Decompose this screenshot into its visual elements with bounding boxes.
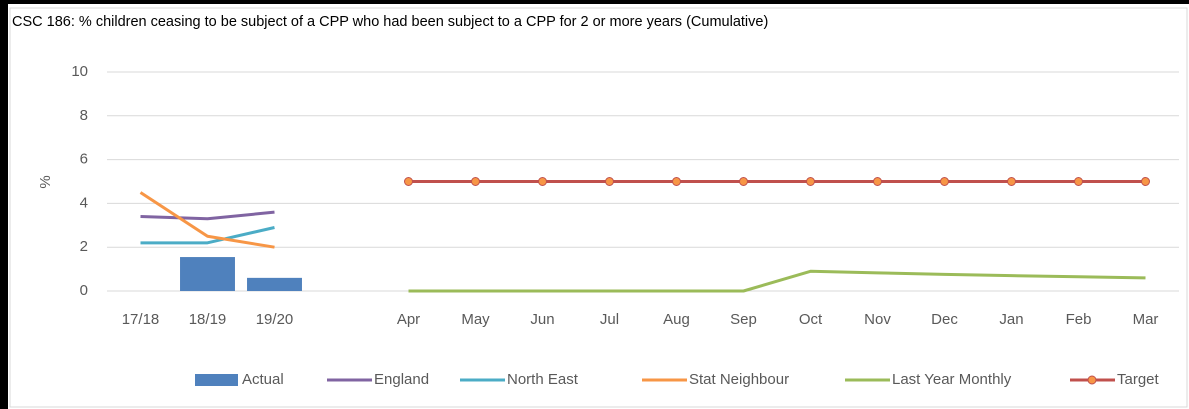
marker: [873, 177, 882, 186]
x-tick-label: Feb: [1066, 311, 1092, 328]
marker: [1074, 177, 1083, 186]
x-tick-label: Jan: [999, 311, 1023, 328]
y-tick-label: 8: [80, 107, 88, 124]
x-tick-label: 17/18: [122, 311, 160, 328]
bar: [180, 257, 235, 291]
x-tick-label: May: [461, 311, 490, 328]
bar: [247, 277, 302, 291]
frame-left: [0, 0, 8, 409]
marker: [1007, 177, 1016, 186]
x-tick-label: Jun: [530, 311, 554, 328]
legend-label: Actual: [242, 371, 284, 388]
x-tick-label: Sep: [730, 311, 757, 328]
x-tick-label: Aug: [663, 311, 690, 328]
marker: [739, 177, 748, 186]
y-tick-label: 6: [80, 151, 88, 168]
line: [408, 269, 1146, 293]
frame-top: [0, 0, 1189, 4]
line: [140, 210, 275, 221]
x-tick-label: Oct: [799, 311, 823, 328]
marker: [605, 177, 614, 186]
marker: [1141, 177, 1150, 186]
x-tick-label: Mar: [1133, 311, 1159, 328]
y-tick-label: 2: [80, 238, 88, 255]
x-tick-label: Dec: [931, 311, 958, 328]
x-tick-label: 18/19: [189, 311, 227, 328]
y-tick-label: 10: [71, 63, 88, 80]
y-tick-label: 4: [80, 194, 88, 211]
line: [139, 191, 275, 249]
y-axis-label: %: [37, 175, 54, 188]
x-tick-label: 19/20: [256, 311, 294, 328]
legend-label: England: [374, 371, 429, 388]
marker: [806, 177, 815, 186]
marker: [940, 177, 949, 186]
legend-marker: [1087, 375, 1097, 385]
legend-label: Last Year Monthly: [892, 371, 1012, 388]
x-tick-label: Jul: [600, 311, 619, 328]
marker: [404, 177, 413, 186]
chart-area: [9, 7, 1188, 408]
legend-label: North East: [507, 371, 579, 388]
legend-label: Target: [1117, 371, 1160, 388]
marker: [672, 177, 681, 186]
marker: [471, 177, 480, 186]
y-tick-label: 0: [80, 282, 88, 299]
chart-title: CSC 186: % children ceasing to be subjec…: [12, 14, 768, 30]
line: [140, 226, 275, 245]
marker: [538, 177, 547, 186]
x-tick-label: Apr: [397, 311, 420, 328]
legend-label: Stat Neighbour: [689, 371, 789, 388]
x-tick-label: Nov: [864, 311, 891, 328]
legend-swatch: [195, 374, 238, 386]
